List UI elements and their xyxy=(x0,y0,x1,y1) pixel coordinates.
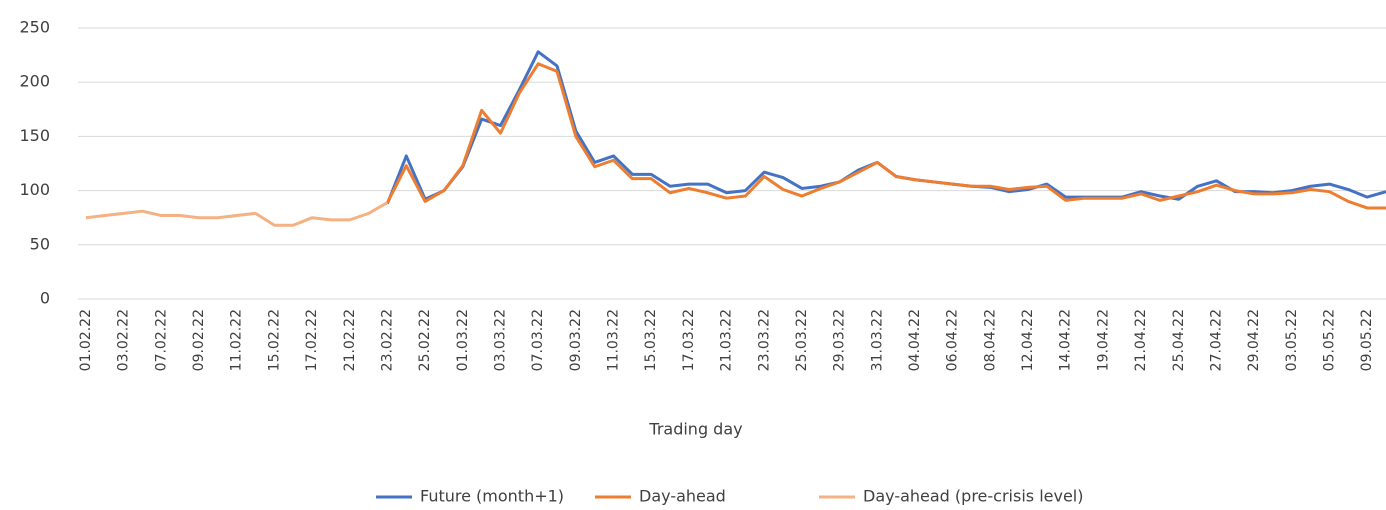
x-tick-label: 17.02.22 xyxy=(304,309,320,371)
x-tick-label: 23.02.22 xyxy=(379,309,395,371)
legend-label: Future (month+1) xyxy=(420,487,564,506)
x-tick-label: 01.03.22 xyxy=(455,309,471,371)
x-axis-title: Trading day xyxy=(648,420,742,439)
x-tick-label: 21.02.22 xyxy=(342,309,358,371)
x-tick-label: 03.02.22 xyxy=(116,309,132,371)
x-tick-label: 07.03.22 xyxy=(530,309,546,371)
y-tick-label: 0 xyxy=(40,289,50,308)
series-line xyxy=(386,62,1386,210)
x-tick-label: 07.02.22 xyxy=(153,309,169,371)
x-tick-label: 01.02.22 xyxy=(78,309,94,371)
y-tick-label: 150 xyxy=(19,126,50,145)
legend-label: Day-ahead (pre-crisis level) xyxy=(863,487,1083,506)
x-tick-label: 21.04.22 xyxy=(1133,309,1149,371)
x-tick-label: 25.03.22 xyxy=(794,309,810,371)
x-tick-label: 04.04.22 xyxy=(907,309,923,371)
x-tick-label: 15.02.22 xyxy=(266,309,282,371)
x-tick-label: 11.02.22 xyxy=(229,309,245,371)
y-tick-label: 50 xyxy=(30,234,50,253)
x-tick-label: 06.04.22 xyxy=(945,309,961,371)
x-tick-label: 09.02.22 xyxy=(191,309,207,371)
x-tick-label: 29.03.22 xyxy=(832,309,848,371)
x-tick-label: 25.02.22 xyxy=(417,309,433,371)
series-line xyxy=(386,50,1386,205)
y-tick-label: 100 xyxy=(19,180,50,199)
x-tick-label: 31.03.22 xyxy=(869,309,885,371)
x-tick-label: 09.05.22 xyxy=(1359,309,1375,371)
x-tick-label: 25.04.22 xyxy=(1171,309,1187,371)
x-tick-label: 05.05.22 xyxy=(1321,309,1337,371)
x-tick-label: 12.04.22 xyxy=(1020,309,1036,371)
x-tick-label: 15.03.22 xyxy=(643,309,659,371)
x-tick-label: 03.05.22 xyxy=(1284,309,1300,371)
series-line xyxy=(85,201,389,227)
legend-label: Day-ahead xyxy=(639,487,726,506)
x-tick-label: 14.04.22 xyxy=(1058,309,1074,371)
x-tick-label: 03.03.22 xyxy=(492,309,508,371)
x-tick-label: 19.04.22 xyxy=(1095,309,1111,371)
x-tick-label: 17.03.22 xyxy=(681,309,697,371)
x-tick-label: 23.03.22 xyxy=(756,309,772,371)
x-tick-label: 08.04.22 xyxy=(982,309,998,371)
x-tick-label: 09.03.22 xyxy=(568,309,584,371)
y-tick-label: 200 xyxy=(19,72,50,91)
x-tick-label: 29.04.22 xyxy=(1246,309,1262,371)
y-tick-label: 250 xyxy=(19,18,50,37)
x-tick-label: 21.03.22 xyxy=(719,309,735,371)
x-tick-label: 27.04.22 xyxy=(1208,309,1224,371)
x-tick-label: 11.03.22 xyxy=(606,309,622,371)
